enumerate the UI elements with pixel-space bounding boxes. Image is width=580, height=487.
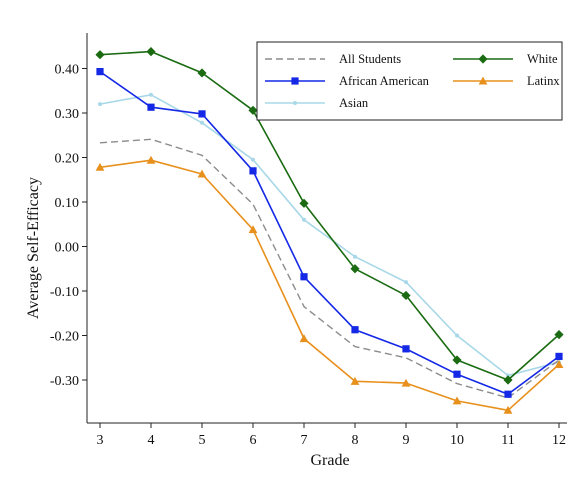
data-point-latinx — [197, 169, 207, 178]
data-point-asian — [251, 157, 255, 162]
legend-marker-latinx — [478, 76, 488, 85]
y-tick-label: 0.10 — [55, 196, 80, 211]
y-tick-label: 0.30 — [55, 107, 80, 122]
x-tick-label: 9 — [403, 433, 410, 448]
data-point-latinx — [350, 376, 360, 385]
series-all-students — [99, 138, 560, 399]
legend-label-all-students: All Students — [339, 52, 401, 66]
y-tick-label: -0.10 — [50, 285, 79, 300]
legend-label-latinx: Latinx — [527, 74, 560, 88]
x-axis-label: Grade — [310, 452, 349, 469]
legend-marker-african-american — [291, 77, 299, 85]
series-line-asian — [99, 94, 560, 377]
data-point-african-american — [351, 326, 359, 334]
data-point-african-american — [504, 390, 512, 398]
series-line-white — [99, 50, 560, 381]
y-tick-label: 0.00 — [55, 241, 80, 256]
x-tick-label: 7 — [301, 433, 308, 448]
data-point-african-american — [96, 68, 104, 76]
data-point-white — [401, 290, 411, 301]
legend-item-all-students: All Students — [265, 52, 401, 66]
legend: All Students White African American Latinx A… — [256, 41, 563, 121]
data-point-asian — [149, 92, 153, 97]
x-tick-label: 8 — [352, 433, 359, 448]
series-white — [95, 46, 564, 385]
axes: 0.40 0.30 0.20 0.10 0.00 -0.10 -0.20 -0.30 3 4 5 6 7… — [50, 33, 567, 448]
series-line-latinx — [99, 159, 560, 412]
series-african-american — [96, 68, 563, 398]
data-point-asian — [200, 120, 204, 125]
y-axis-label: Average Self-Efficacy — [25, 177, 42, 319]
series-layer — [95, 46, 564, 414]
data-point-asian — [98, 102, 102, 107]
data-point-white — [197, 68, 207, 78]
x-tick-label: 10 — [450, 433, 464, 448]
y-tick-label: -0.20 — [50, 330, 79, 345]
data-point-asian — [455, 333, 459, 338]
y-tick-label: 0.40 — [55, 63, 80, 78]
data-point-african-american — [249, 167, 257, 175]
legend-item-latinx: Latinx — [453, 74, 560, 88]
data-point-african-american — [300, 273, 308, 281]
legend-marker-white — [478, 54, 488, 64]
x-tick-label: 12 — [552, 433, 566, 448]
data-point-white — [554, 330, 564, 340]
data-point-white — [299, 198, 309, 208]
y-tick-label: 0.20 — [55, 152, 80, 167]
legend-label-white: White — [527, 52, 558, 66]
legend-marker-asian — [293, 101, 297, 105]
legend-label-asian: Asian — [339, 96, 369, 110]
data-point-african-american — [555, 352, 563, 361]
legend-item-white: White — [453, 52, 558, 66]
data-point-latinx — [452, 396, 462, 405]
data-point-african-american — [453, 370, 461, 378]
x-tick-label: 3 — [97, 433, 104, 448]
data-point-white — [452, 355, 462, 365]
y-tick-label: -0.30 — [50, 374, 79, 389]
data-point-latinx — [401, 378, 411, 387]
legend-item-asian: Asian — [265, 96, 369, 110]
x-tick-label: 6 — [250, 433, 257, 448]
series-line-african-american — [99, 70, 560, 396]
data-point-white — [350, 264, 360, 274]
data-point-white — [95, 50, 105, 60]
x-tick-label: 4 — [148, 433, 155, 448]
data-point-african-american — [198, 110, 206, 118]
series-line-all-students — [99, 138, 560, 399]
data-point-african-american — [402, 345, 410, 353]
data-point-latinx — [95, 162, 105, 171]
data-point-latinx — [554, 360, 564, 368]
legend-label-african-american: African American — [339, 74, 430, 88]
data-point-white — [146, 46, 156, 57]
data-point-asian — [404, 280, 408, 285]
legend-item-african-american: African American — [265, 74, 430, 88]
data-point-latinx — [146, 155, 156, 164]
data-point-latinx — [503, 405, 513, 414]
data-point-latinx — [248, 225, 258, 234]
data-point-african-american — [147, 103, 155, 111]
data-point-white — [503, 375, 513, 385]
x-tick-label: 5 — [199, 433, 206, 448]
data-point-asian — [353, 254, 357, 259]
x-tick-label: 11 — [501, 433, 514, 448]
data-point-latinx — [299, 334, 309, 343]
series-latinx — [95, 155, 564, 414]
data-point-asian — [302, 217, 306, 222]
data-point-white — [248, 105, 258, 115]
